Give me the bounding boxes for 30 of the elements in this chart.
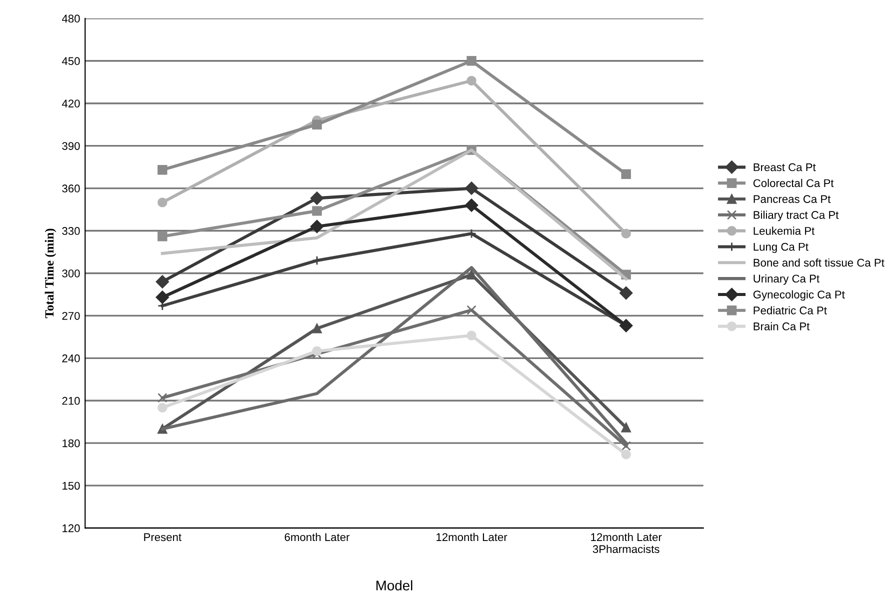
y-tick-label: 240	[62, 354, 80, 362]
legend-label: Biliary tract Ca Pt	[754, 210, 839, 222]
y-tick-label: 210	[62, 396, 80, 405]
y-tick-label: 390	[62, 142, 80, 150]
x-axis-title: Model	[376, 580, 412, 590]
legend-label: Colorectal Ca Pt	[753, 178, 834, 188]
y-axis-title: Total Time (min)	[44, 228, 56, 318]
x-tick-label: Present	[144, 533, 182, 542]
y-tick-label: 360	[62, 184, 80, 192]
legend-label: Bone and soft tissue Ca Pt	[754, 258, 884, 267]
y-tick-label: 450	[62, 57, 80, 66]
legend-label: Pediatric Ca Pt	[754, 306, 827, 314]
y-tick-label: 270	[62, 312, 80, 320]
y-tick-label: 180	[62, 439, 80, 448]
y-tick-label: 150	[62, 482, 80, 490]
y-tick-label: 120	[62, 524, 80, 532]
y-tick-label: 480	[62, 14, 80, 23]
y-tick-label: 300	[62, 269, 80, 278]
legend-label: Leukemia Pt	[754, 226, 815, 235]
legend-label: Breast Ca Pt	[754, 163, 816, 172]
legend-label: Lung Ca Pt	[754, 242, 808, 253]
legend-label: Urinary Ca Pt	[754, 274, 820, 285]
y-tick-label: 420	[62, 100, 80, 108]
legend-label: Pancreas Ca Pt	[754, 195, 831, 203]
x-tick-label: 12month Later 3Pharmacists	[591, 532, 662, 554]
legend-label: Gynecologic Ca Pt	[753, 290, 845, 301]
x-tick-label: 12month Later	[436, 532, 508, 542]
x-tick-label: 6month Later	[284, 532, 350, 542]
legend-label: Brain Ca Pt	[754, 322, 810, 330]
y-tick-label: 330	[62, 227, 80, 235]
